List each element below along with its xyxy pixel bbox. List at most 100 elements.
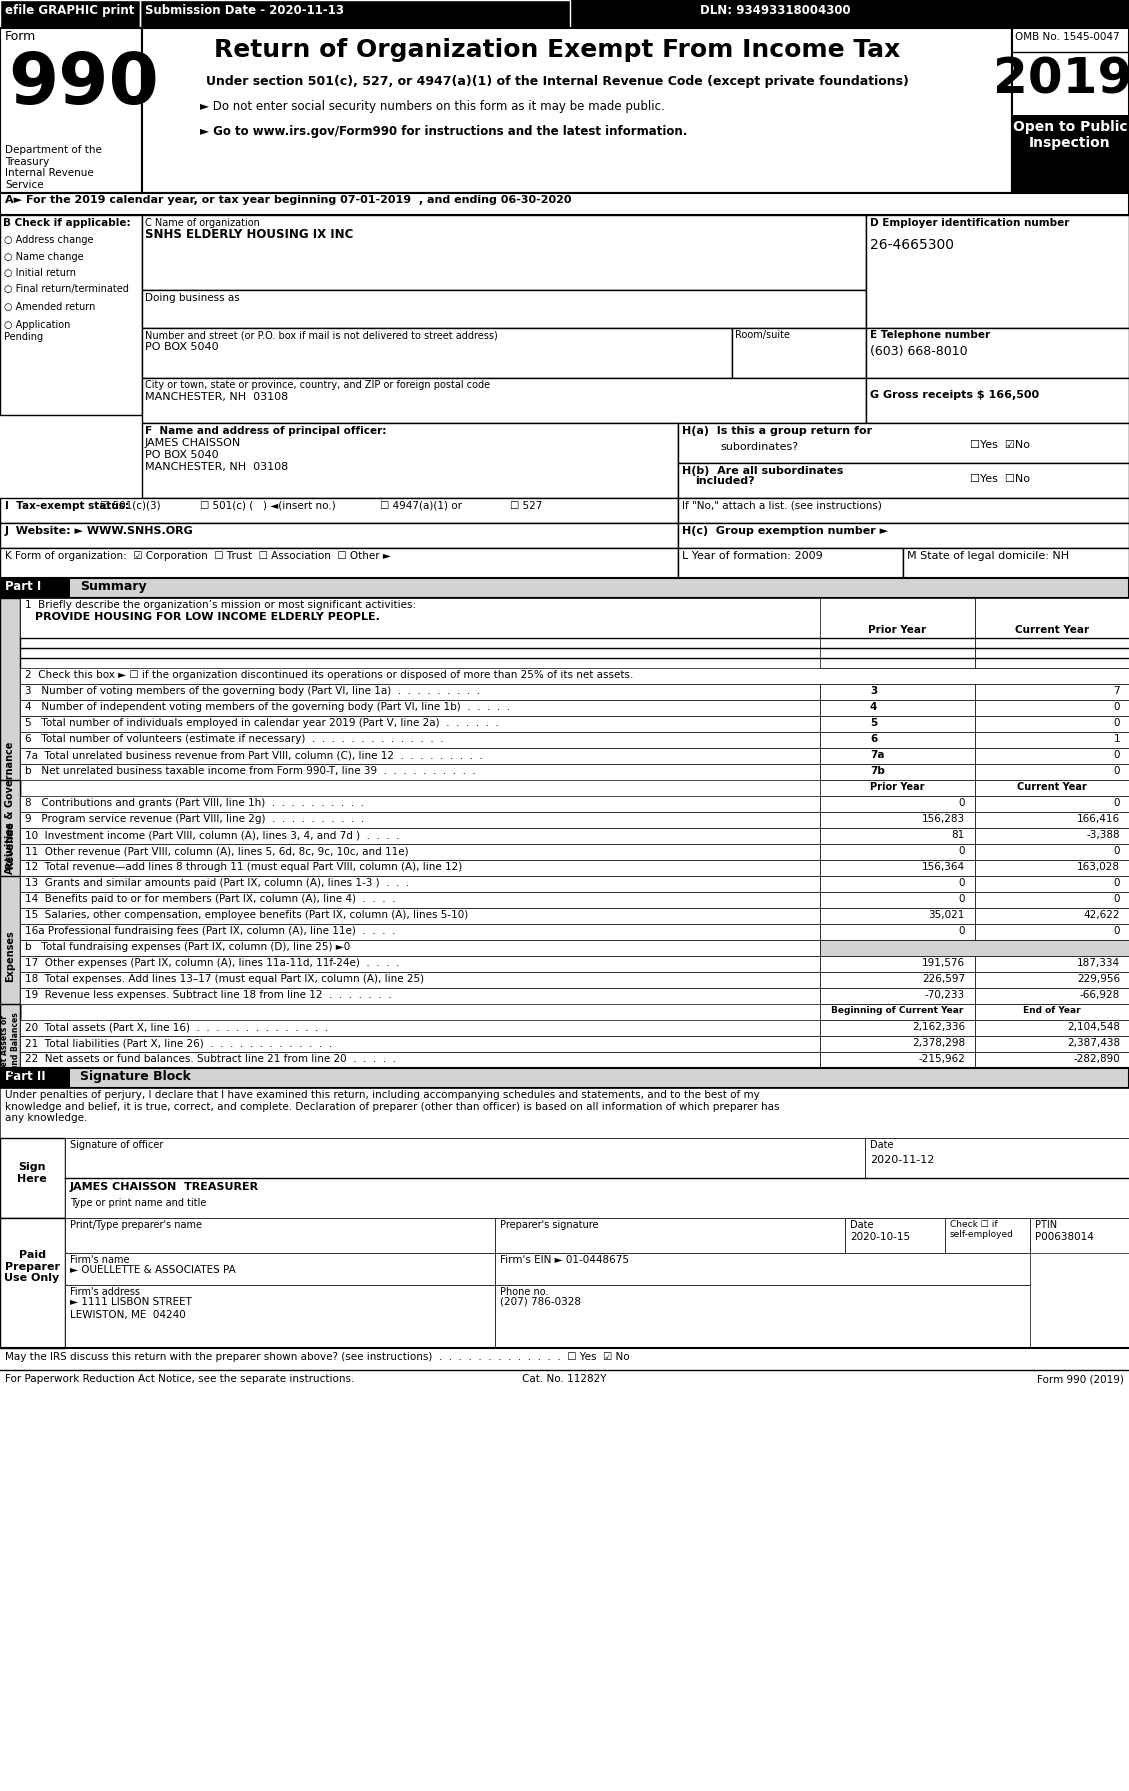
Bar <box>820 733 975 749</box>
Text: Check ☐ if
self-employed: Check ☐ if self-employed <box>949 1220 1014 1239</box>
Bar <box>0 0 1129 29</box>
Text: I  Tax-exempt status:: I Tax-exempt status: <box>5 501 129 510</box>
Bar <box>975 1021 1129 1035</box>
Bar <box>975 924 1129 940</box>
Bar <box>820 908 975 924</box>
Text: 0: 0 <box>959 799 965 808</box>
Text: K Form of organization:  ☑ Corporation  ☐ Trust  ☐ Association  ☐ Other ►: K Form of organization: ☑ Corporation ☐ … <box>5 552 391 561</box>
Bar <box>20 876 820 892</box>
Text: Submission Date - 2020-11-13: Submission Date - 2020-11-13 <box>145 4 344 16</box>
Bar <box>0 1067 1129 1087</box>
Text: Firm's name: Firm's name <box>70 1255 130 1264</box>
Text: 6   Total number of volunteers (estimate if necessary)  .  .  .  .  .  .  .  .  : 6 Total number of volunteers (estimate i… <box>25 734 444 743</box>
Bar <box>865 1137 1129 1178</box>
Text: Cat. No. 11282Y: Cat. No. 11282Y <box>522 1374 606 1384</box>
Text: Firm's address: Firm's address <box>70 1288 140 1297</box>
Text: DLN: 93493318004300: DLN: 93493318004300 <box>700 4 850 16</box>
Text: 0: 0 <box>1113 845 1120 856</box>
Text: 0: 0 <box>1113 894 1120 904</box>
Bar <box>820 749 975 765</box>
Text: ► Do not enter social security numbers on this form as it may be made public.: ► Do not enter social security numbers o… <box>200 100 665 113</box>
Text: 187,334: 187,334 <box>1077 958 1120 967</box>
Text: Date: Date <box>850 1220 874 1230</box>
Text: B Check if applicable:: B Check if applicable: <box>3 219 131 227</box>
Text: 0: 0 <box>959 926 965 937</box>
Text: 0: 0 <box>959 878 965 888</box>
Bar <box>20 733 820 749</box>
Bar <box>142 423 679 498</box>
Bar <box>975 860 1129 876</box>
Bar <box>20 908 820 924</box>
Bar <box>679 523 1129 548</box>
Bar <box>65 1284 495 1349</box>
Text: MANCHESTER, NH  03108: MANCHESTER, NH 03108 <box>145 462 288 473</box>
Text: ☑ 501(c)(3): ☑ 501(c)(3) <box>100 501 160 510</box>
Bar <box>0 29 142 193</box>
Text: 0: 0 <box>959 894 965 904</box>
Text: -3,388: -3,388 <box>1086 829 1120 840</box>
Text: (603) 668-8010: (603) 668-8010 <box>870 346 968 358</box>
Bar <box>20 973 820 989</box>
Text: 166,416: 166,416 <box>1077 813 1120 824</box>
Text: 2,378,298: 2,378,298 <box>912 1039 965 1048</box>
Bar <box>820 973 975 989</box>
Bar <box>975 811 1129 827</box>
Bar <box>20 598 1129 638</box>
Bar <box>820 811 975 827</box>
Text: Room/suite: Room/suite <box>735 330 790 340</box>
Text: 7a  Total unrelated business revenue from Part VIII, column (C), line 12  .  .  : 7a Total unrelated business revenue from… <box>25 750 483 759</box>
Text: -70,233: -70,233 <box>925 990 965 999</box>
Bar <box>820 940 1129 956</box>
Text: ○ Name change: ○ Name change <box>5 253 84 261</box>
Text: Part II: Part II <box>5 1069 45 1084</box>
Text: PO BOX 5040: PO BOX 5040 <box>145 450 219 460</box>
Text: Under section 501(c), 527, or 4947(a)(1) of the Internal Revenue Code (except pr: Under section 501(c), 527, or 4947(a)(1)… <box>205 75 909 88</box>
Text: 0: 0 <box>1113 718 1120 727</box>
Bar <box>820 1021 975 1035</box>
Bar <box>495 1218 844 1254</box>
Text: -215,962: -215,962 <box>918 1053 965 1064</box>
Text: Preparer's signature: Preparer's signature <box>500 1220 598 1230</box>
Bar <box>0 598 20 1017</box>
Bar <box>20 749 820 765</box>
Text: JAMES CHAISSON  TREASURER: JAMES CHAISSON TREASURER <box>70 1182 260 1193</box>
Text: Department of the
Treasury
Internal Revenue
Service: Department of the Treasury Internal Reve… <box>5 145 102 190</box>
Text: 1  Briefly describe the organization’s mission or most significant activities:: 1 Briefly describe the organization’s mi… <box>25 600 417 611</box>
Bar <box>679 464 1129 498</box>
Text: SNHS ELDERLY HOUSING IX INC: SNHS ELDERLY HOUSING IX INC <box>145 227 353 242</box>
Bar <box>20 795 820 811</box>
Bar <box>0 1005 20 1084</box>
Bar <box>0 578 70 598</box>
Text: 0: 0 <box>959 845 965 856</box>
Text: JAMES CHAISSON: JAMES CHAISSON <box>145 439 242 448</box>
Text: OMB No. 1545-0047: OMB No. 1545-0047 <box>1015 32 1120 41</box>
Text: Date: Date <box>870 1141 893 1150</box>
Text: Paid
Preparer
Use Only: Paid Preparer Use Only <box>5 1250 60 1282</box>
Text: Expenses: Expenses <box>5 930 15 981</box>
Text: Firm's EIN ► 01-0448675: Firm's EIN ► 01-0448675 <box>500 1255 629 1264</box>
Bar <box>20 844 820 860</box>
Bar <box>820 924 975 940</box>
Text: Open to Public
Inspection: Open to Public Inspection <box>1013 120 1128 150</box>
Text: Type or print name and title: Type or print name and title <box>70 1198 207 1207</box>
Text: 5   Total number of individuals employed in calendar year 2019 (Part V, line 2a): 5 Total number of individuals employed i… <box>25 718 499 727</box>
Bar <box>679 498 1129 523</box>
Bar <box>820 716 975 733</box>
Bar <box>0 215 142 416</box>
Bar <box>65 1218 495 1254</box>
Bar <box>20 716 820 733</box>
Bar <box>0 1137 65 1218</box>
Bar <box>20 700 820 716</box>
Text: ► OUELLETTE & ASSOCIATES PA: ► OUELLETTE & ASSOCIATES PA <box>70 1264 236 1275</box>
Text: 6: 6 <box>870 734 877 743</box>
Bar <box>20 956 820 973</box>
Bar <box>0 193 1129 215</box>
Bar <box>142 215 866 290</box>
Bar <box>975 795 1129 811</box>
Text: 81: 81 <box>952 829 965 840</box>
Text: Prior Year: Prior Year <box>869 783 925 792</box>
Bar <box>20 684 820 700</box>
Text: 3   Number of voting members of the governing body (Part VI, line 1a)  .  .  .  : 3 Number of voting members of the govern… <box>25 686 480 697</box>
Bar <box>820 781 975 795</box>
Text: 19  Revenue less expenses. Subtract line 18 from line 12  .  .  .  .  .  .  .: 19 Revenue less expenses. Subtract line … <box>25 990 392 999</box>
